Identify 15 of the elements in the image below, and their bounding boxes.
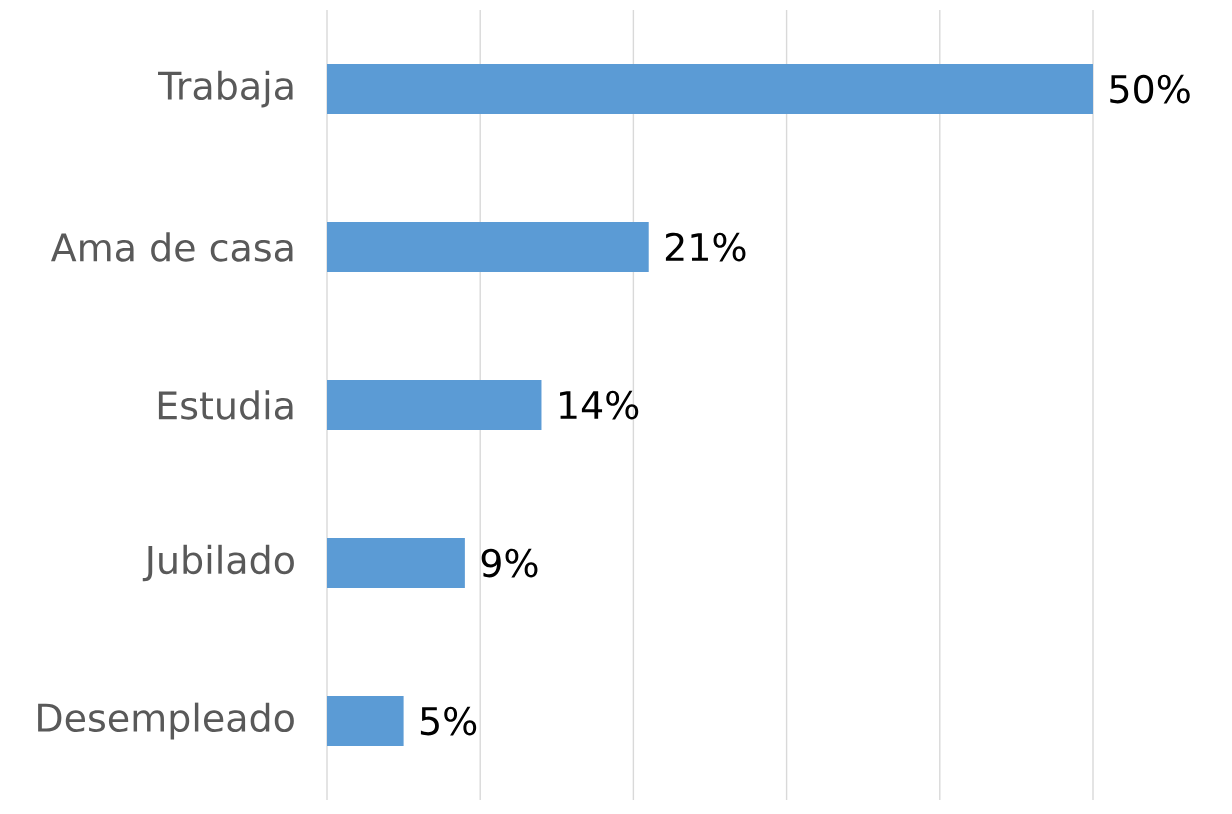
bar: [327, 222, 649, 273]
y-tick-label: Desempleado: [38, 702, 294, 740]
data-label: 21%: [665, 232, 746, 262]
data-label: 14%: [560, 390, 639, 420]
bar: [327, 538, 465, 589]
y-tick-label: Estudia: [158, 390, 293, 420]
y-tick-label: Trabaja: [158, 70, 293, 108]
bar: [327, 64, 1093, 115]
bar: [327, 696, 404, 747]
y-tick-label: Ama de casa: [51, 232, 293, 262]
data-label: 5%: [420, 706, 477, 736]
bar: [327, 380, 542, 431]
data-label: 9%: [481, 548, 538, 578]
y-tick-label: Jubilado: [142, 544, 294, 582]
data-label: 50%: [1110, 74, 1190, 104]
